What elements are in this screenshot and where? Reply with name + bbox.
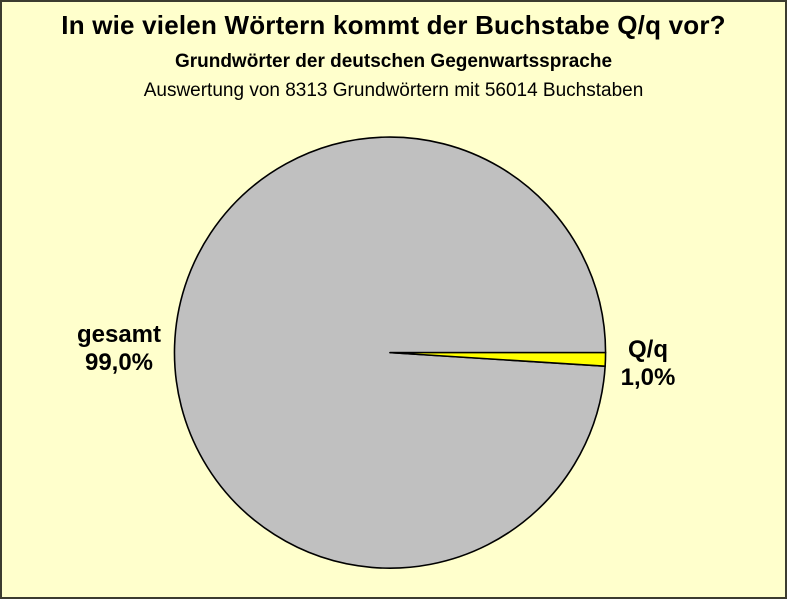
chart-title: In wie vielen Wörtern kommt der Buchstab… <box>61 10 726 40</box>
chart-caption: Auswertung von 8313 Grundwörtern mit 560… <box>143 80 644 101</box>
chart-subtitle: Grundwörter der deutschen Gegenwartsspra… <box>174 51 613 72</box>
title-block: In wie vielen Wörtern kommt der Buchstab… <box>2 2 785 102</box>
pie-label-qq-value: 1,0% <box>620 364 676 391</box>
pie-label-gesamt-name: gesamt <box>76 321 162 348</box>
pie-label-gesamt: gesamt 99,0% <box>54 321 184 377</box>
pie-label-qq-name: Q/q <box>628 336 668 363</box>
pie-label-gesamt-value: 99,0% <box>84 349 154 376</box>
pie-label-qq: Q/q 1,0% <box>583 336 713 392</box>
